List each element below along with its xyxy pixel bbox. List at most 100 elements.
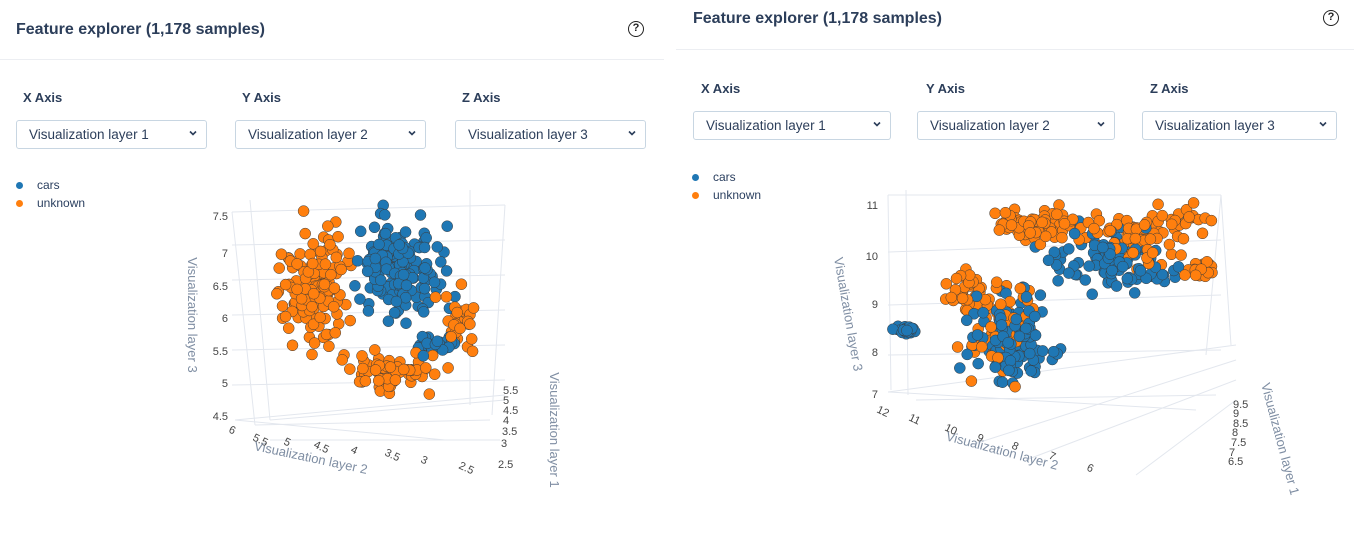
- data-point-unknown: [397, 363, 410, 376]
- data-point-unknown: [1088, 222, 1100, 235]
- data-point-unknown: [1034, 238, 1047, 251]
- data-point-cars: [441, 220, 453, 232]
- z-tick-label: 8: [872, 347, 878, 359]
- data-point-cars: [1004, 355, 1017, 367]
- data-point-unknown: [1183, 211, 1195, 223]
- y-tick-label: 2.5: [457, 460, 476, 477]
- data-point-unknown: [328, 300, 340, 313]
- y-tick-label: 6: [227, 424, 238, 437]
- data-point-unknown: [950, 272, 963, 285]
- data-point-unknown: [1175, 249, 1187, 261]
- data-point-unknown: [330, 251, 343, 264]
- y-tick-label: 7: [1047, 450, 1058, 463]
- y-axis-select-value: Visualization layer 2: [248, 127, 368, 142]
- x-axis-select-value: Visualization layer 1: [706, 118, 826, 133]
- data-point-cars: [996, 376, 1009, 388]
- data-point-cars: [1121, 272, 1134, 285]
- data-point-cars: [375, 274, 387, 286]
- legend-item-cars[interactable]: cars: [692, 168, 761, 186]
- data-point-cars: [1052, 275, 1064, 287]
- grid-line: [254, 419, 491, 426]
- data-point-cars: [1047, 345, 1060, 358]
- data-point-unknown: [1144, 233, 1157, 245]
- data-point-cars: [393, 239, 405, 251]
- data-point-cars: [1023, 347, 1036, 360]
- data-point-unknown: [455, 278, 468, 290]
- grid-line: [1135, 399, 1237, 476]
- data-point-cars: [977, 306, 989, 319]
- grid-line: [1025, 379, 1237, 461]
- data-point-unknown: [1036, 216, 1048, 229]
- y-tick-label: 3.5: [383, 447, 402, 464]
- grid-line: [905, 189, 909, 396]
- help-circle-icon[interactable]: ?: [628, 21, 644, 37]
- data-point-unknown: [1129, 232, 1142, 245]
- data-point-unknown: [454, 322, 466, 335]
- grid-line: [887, 391, 1197, 411]
- z-tick-label: 7.5: [213, 211, 228, 223]
- y-axis-select[interactable]: Visualization layer 2: [917, 111, 1115, 140]
- data-point-unknown: [1051, 208, 1063, 221]
- data-point-cars: [1036, 345, 1049, 357]
- data-point-cars: [362, 305, 375, 317]
- panel-title: Feature explorer (1,178 samples): [16, 21, 266, 38]
- data-point-unknown: [369, 344, 381, 356]
- data-point-cars: [369, 252, 382, 265]
- legend-marker: [692, 173, 699, 181]
- data-point-cars: [1002, 336, 1014, 349]
- legend-item-unknown[interactable]: unknown: [692, 186, 761, 204]
- y-axis-select[interactable]: Visualization layer 2: [235, 120, 426, 149]
- legend-item-unknown[interactable]: unknown: [16, 194, 85, 212]
- x-axis-label: X Axis: [701, 81, 741, 96]
- data-point-cars: [989, 361, 1001, 373]
- data-point-unknown: [306, 300, 318, 313]
- z-tick-label: 9: [872, 299, 878, 311]
- data-point-unknown: [359, 375, 372, 387]
- z-axis-select[interactable]: Visualization layer 3: [1142, 111, 1337, 140]
- x-tick-label: 2.5: [498, 459, 513, 471]
- z-tick-label: 7: [222, 248, 228, 260]
- data-point-unknown: [445, 330, 457, 343]
- data-point-cars: [1029, 329, 1042, 342]
- data-point-cars: [399, 226, 412, 238]
- data-point-cars: [954, 362, 966, 374]
- data-point-unknown: [1196, 227, 1209, 240]
- scatter-3d-plot[interactable]: 4.555.566.577.565.5 5 4.5 4 3.5 3 2.5 2.533.544…: [0, 0, 664, 534]
- y-tick-label: 4: [349, 444, 360, 457]
- data-point-unknown: [323, 340, 335, 353]
- help-circle-icon[interactable]: ?: [1323, 10, 1339, 26]
- data-point-unknown: [999, 206, 1012, 219]
- data-point-unknown: [356, 350, 368, 362]
- x-tick-label: 9.5: [1233, 399, 1248, 411]
- data-point-unknown: [451, 306, 463, 319]
- legend-label: unknown: [713, 188, 762, 202]
- data-point-cars: [418, 241, 431, 254]
- x-tick-label: 7: [1229, 447, 1235, 459]
- data-point-cars: [1063, 243, 1075, 255]
- legend-item-cars[interactable]: cars: [16, 176, 85, 194]
- data-point-unknown: [1058, 217, 1071, 230]
- data-point-cars: [1063, 267, 1075, 279]
- data-point-unknown: [945, 291, 958, 304]
- data-point-unknown: [1039, 230, 1052, 243]
- data-point-unknown: [1165, 248, 1178, 261]
- z-axis-label: Z Axis: [462, 90, 501, 105]
- z-axis-select[interactable]: Visualization layer 3: [455, 120, 646, 149]
- data-point-cars: [418, 282, 431, 295]
- data-point-cars: [354, 293, 366, 305]
- data-point-cars: [1029, 310, 1041, 323]
- data-point-unknown: [279, 278, 292, 291]
- data-point-unknown: [1024, 227, 1036, 239]
- chevron-down-icon: [189, 130, 197, 136]
- data-point-unknown: [1005, 219, 1018, 231]
- data-point-cars: [349, 280, 361, 292]
- data-point-unknown: [1009, 380, 1021, 393]
- data-point-cars: [1104, 248, 1116, 260]
- y-tick-label: 5: [282, 436, 293, 449]
- data-point-cars: [428, 276, 441, 289]
- data-point-unknown: [1205, 214, 1218, 227]
- x-axis-select[interactable]: Visualization layer 1: [693, 111, 891, 140]
- data-point-unknown: [951, 341, 964, 353]
- x-axis-select[interactable]: Visualization layer 1: [16, 120, 207, 149]
